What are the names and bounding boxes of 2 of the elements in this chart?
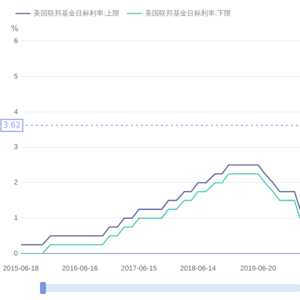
y-axis-title: % <box>10 24 19 34</box>
ref-line-label: 3.62 <box>3 120 21 130</box>
